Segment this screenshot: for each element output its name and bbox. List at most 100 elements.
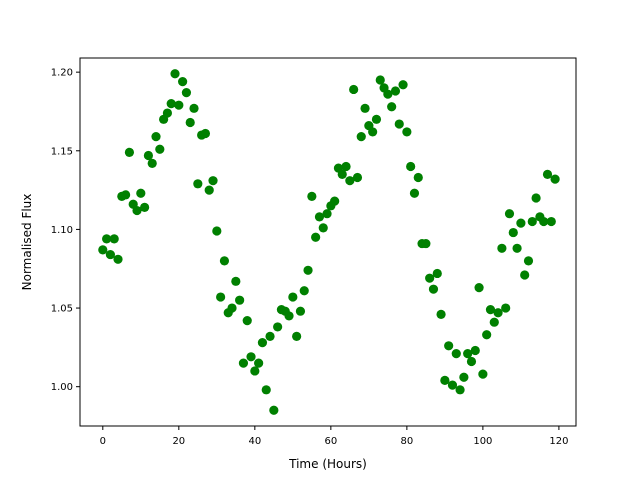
data-point [546,216,556,227]
data-point [489,317,499,327]
data-point [406,161,416,172]
data-point [299,286,309,296]
plot-area-frame [79,57,577,427]
data-point [124,147,135,157]
data-point [238,358,249,368]
data-point [311,232,321,242]
data-point [428,284,439,294]
data-point [387,102,397,112]
data-point [193,179,203,189]
x-tick-label: 20 [172,436,185,447]
data-point [208,176,218,186]
data-point [132,205,142,216]
data-point [231,276,241,286]
data-point [212,226,222,236]
data-point [204,185,214,195]
data-point [140,202,150,213]
y-tick-label: 1.05 [51,304,73,315]
data-point [466,356,477,367]
data-point [185,117,195,128]
data-point [257,338,268,348]
y-tick-label: 1.00 [51,382,73,393]
data-point [113,254,123,264]
data-point [109,234,119,244]
data-point [121,190,131,200]
x-tick-label: 40 [248,436,261,447]
data-point [181,87,192,98]
data-point [143,150,154,161]
x-tick-label: 120 [549,436,568,447]
data-point [508,227,518,238]
data-point [497,243,507,253]
data-point [531,193,541,203]
y-axis: 1.00 1.05 1.10 1.15 1.20 [51,68,80,393]
data-point [421,238,431,249]
data-point [235,295,245,305]
data-point [349,84,359,95]
data-point [102,234,112,244]
data-point [314,212,325,222]
data-point [352,172,363,183]
data-point [170,69,180,79]
data-point [520,270,530,280]
data-point [330,196,340,206]
x-axis-label: Time (Hours) [288,457,367,471]
x-tick-label: 0 [100,436,106,447]
data-point [288,292,298,302]
data-point [155,144,165,154]
data-point [246,352,256,362]
data-point [474,283,484,293]
data-point [501,303,511,313]
x-tick-label: 60 [324,436,337,447]
data-point [292,331,302,341]
data-point [527,216,537,227]
data-point [360,103,370,113]
x-tick-label: 100 [473,436,492,447]
data-point [440,375,450,385]
data-point [398,80,408,90]
data-point [383,89,393,99]
data-point [261,385,271,395]
data-point [451,349,461,359]
data-point [368,127,378,137]
data-point [394,119,404,129]
data-point [219,256,230,266]
data-point [432,268,442,279]
data-point [413,172,423,183]
x-axis: 0 20 40 60 80 100 120 [100,426,568,447]
data-point [390,86,401,96]
data-point [409,188,420,198]
data-point [322,209,332,219]
data-point [512,243,522,253]
data-point [345,176,355,186]
data-point [493,308,503,318]
data-point [444,341,454,351]
data-point [303,265,313,275]
data-point [307,191,317,201]
data-point [516,218,526,228]
data-point [337,169,347,179]
data-point [227,303,237,313]
y-tick-label: 1.10 [51,225,73,236]
data-points [98,69,560,415]
data-point [162,108,173,118]
data-point [136,188,146,198]
data-point [254,358,264,368]
y-tick-label: 1.15 [51,146,73,157]
data-point [250,366,260,376]
data-point [216,292,226,302]
data-point [550,174,560,184]
data-point [98,245,108,255]
data-point [200,128,211,139]
data-point [371,114,382,124]
data-point [178,76,188,87]
data-point [523,256,534,266]
data-point [459,372,469,382]
data-point [482,330,492,340]
data-point [425,273,435,283]
data-point [478,369,488,379]
data-point [542,169,553,179]
data-point [455,385,465,395]
x-tick-label: 80 [400,436,413,447]
data-point [269,405,279,415]
